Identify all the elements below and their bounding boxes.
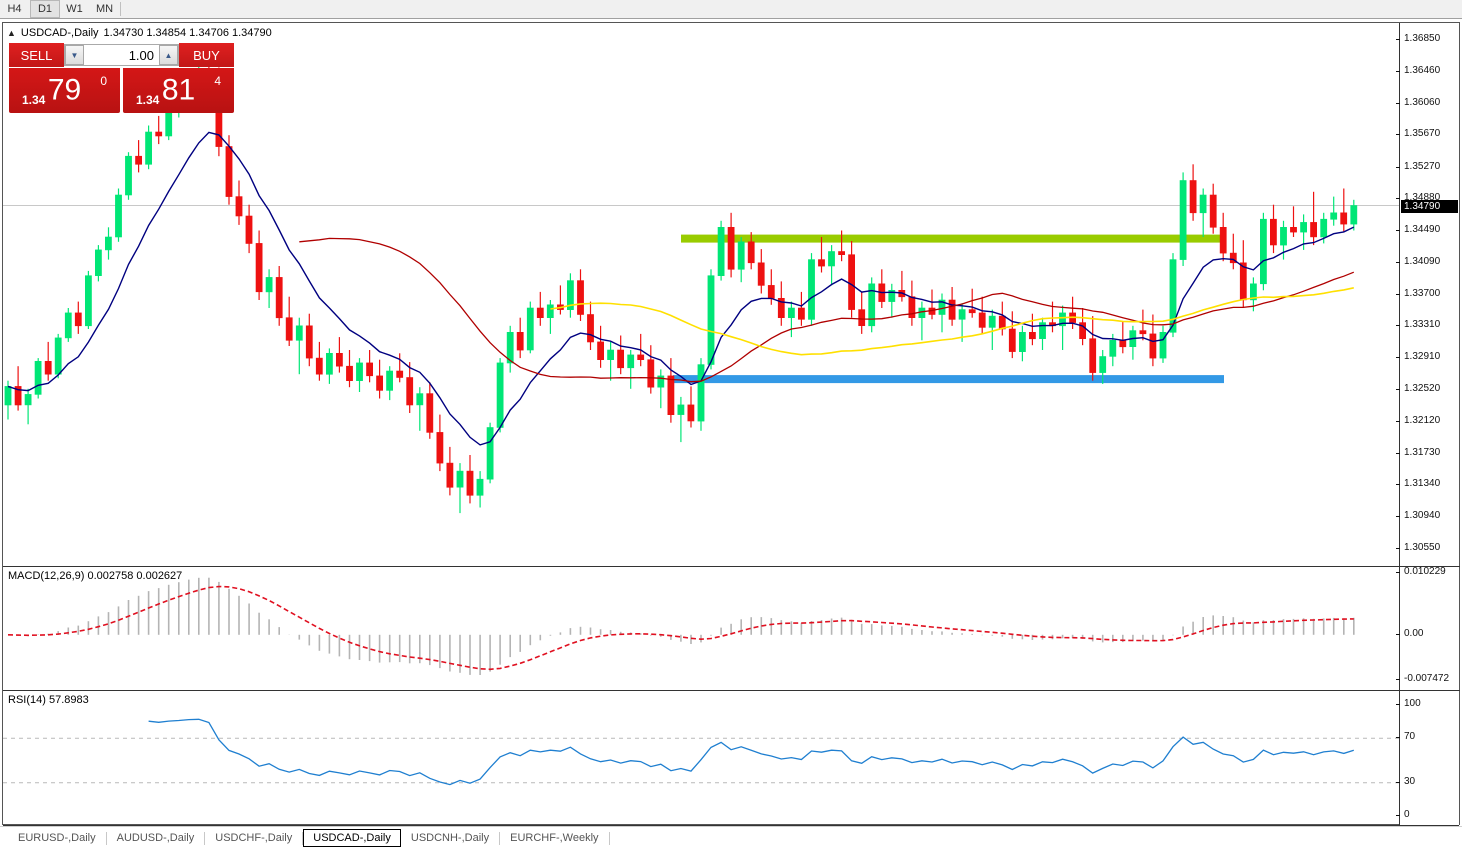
price-scale[interactable]: 1.36850 1.36460 1.36060 1.35670 1.35270 1.348… <box>1396 23 1460 826</box>
macd-chart-svg <box>7 577 1355 675</box>
buy-button[interactable]: BUY <box>179 43 234 67</box>
buy-price-box[interactable]: 1.34 81 4 <box>123 68 234 113</box>
chart-symbol-label: USDCAD-,Daily <box>20 27 99 39</box>
timeframe-w1[interactable]: W1 <box>60 0 90 18</box>
price-chart-svg <box>3 44 1399 514</box>
timeframe-toolbar: H4 D1 W1 MN <box>0 0 1462 19</box>
tab-divider <box>608 831 610 845</box>
macd-label: MACD(12,26,9) 0.002758 0.002627 <box>8 570 183 582</box>
buy-price-fraction: 4 <box>214 74 221 88</box>
volume-stepper[interactable]: ▼ 1.00 ▲ <box>64 44 179 66</box>
trade-panel-top-row: SELL ▼ 1.00 ▲ BUY <box>9 43 234 67</box>
timeframe-mn[interactable]: MN <box>90 0 120 18</box>
tab-divider <box>302 831 304 845</box>
chart-window: ▲ USDCAD-,Daily 1.34730 1.34854 1.34706 … <box>0 22 1460 847</box>
volume-input[interactable]: 1.00 <box>84 45 159 65</box>
pane-separator <box>1400 690 1460 691</box>
toolbar-divider <box>120 2 121 16</box>
macd-pane[interactable]: MACD(12,26,9) 0.002758 0.002627 <box>3 566 1399 688</box>
collapse-arrow-icon[interactable]: ▲ <box>7 28 16 38</box>
tab-usdchf-daily[interactable]: USDCHF-,Daily <box>215 832 293 844</box>
tab-divider <box>105 831 107 845</box>
tab-eurchf-weekly[interactable]: EURCHF-,Weekly <box>510 832 599 844</box>
chart-ohlc-values: 1.34730 1.34854 1.34706 1.34790 <box>103 27 272 39</box>
sell-price-prefix: 1.34 <box>22 93 46 107</box>
tab-divider <box>499 831 501 845</box>
volume-increase-icon[interactable]: ▲ <box>159 45 178 65</box>
tab-usdcad-daily[interactable]: USDCAD-,Daily <box>303 829 401 847</box>
chart-tabs-bar: EURUSD-,Daily AUDUSD-,Daily USDCHF-,Dail… <box>0 826 1462 849</box>
pane-separator <box>1400 566 1460 567</box>
trade-panel-prices: 1.34 79 0 1.34 81 4 <box>9 68 234 113</box>
sell-price-big: 79 <box>47 72 82 106</box>
sell-price-box[interactable]: 1.34 79 0 <box>9 68 120 113</box>
timeframe-h4[interactable]: H4 <box>0 0 30 18</box>
buy-price-prefix: 1.34 <box>136 93 160 107</box>
tab-eurusd-daily[interactable]: EURUSD-,Daily <box>18 832 96 844</box>
rsi-label: RSI(14) 57.8983 <box>8 694 89 706</box>
tab-divider <box>204 831 206 845</box>
timeframe-d1[interactable]: D1 <box>30 0 60 18</box>
volume-decrease-icon[interactable]: ▼ <box>65 45 84 65</box>
rsi-chart-svg <box>3 718 1399 786</box>
tab-audusd-daily[interactable]: AUDUSD-,Daily <box>116 832 195 844</box>
buy-price-big: 81 <box>161 72 196 106</box>
chart-header: ▲ USDCAD-,Daily 1.34730 1.34854 1.34706 … <box>7 26 272 40</box>
tab-usdcnh-daily[interactable]: USDCNH-,Daily <box>410 832 490 844</box>
sell-price-fraction: 0 <box>100 74 107 88</box>
rsi-pane[interactable]: RSI(14) 57.8983 <box>3 690 1399 824</box>
current-price-tag: 1.34790 <box>1401 199 1458 213</box>
price-pane[interactable] <box>3 23 1399 564</box>
one-click-trading-panel: SELL ▼ 1.00 ▲ BUY 1.34 79 0 1.34 81 4 <box>9 43 234 113</box>
sell-button[interactable]: SELL <box>9 43 64 67</box>
